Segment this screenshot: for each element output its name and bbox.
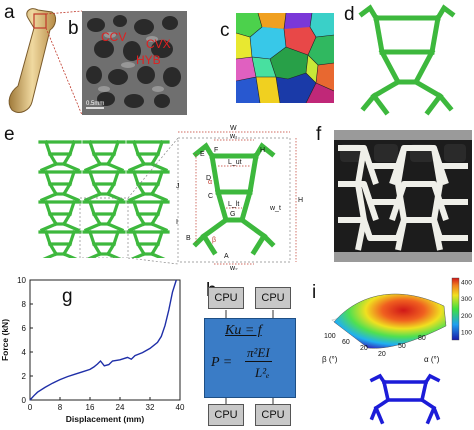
y-tick-label: 8 (22, 300, 27, 309)
sem-micrograph: 0.5mm (82, 11, 187, 115)
y-tick-label: 2 (22, 372, 27, 381)
dim-Llt: L_lt (228, 201, 239, 208)
alpha-axis-label: α (°) (424, 355, 440, 364)
alpha-tick-label: 20 (378, 351, 386, 358)
x-tick-label: 24 (116, 403, 125, 412)
panel-label-f: f (316, 124, 322, 145)
point-B: B (186, 235, 191, 242)
x-tick-label: 40 (176, 403, 185, 412)
alpha-tick-label: 50 (398, 343, 406, 350)
surface-mesh (333, 293, 447, 349)
panel-label-c: c (220, 20, 230, 41)
zoom-connector-e (127, 137, 179, 265)
dim-wt: w_t (269, 205, 281, 212)
point-F: F (214, 147, 218, 154)
point-A: A (224, 253, 229, 260)
point-C: C (208, 193, 213, 200)
equations-panel: Ku = f P = π²EI L²ₑ (204, 318, 296, 398)
sem-label-hyb: HYB (136, 53, 161, 67)
point-E: E (200, 151, 205, 158)
y-tick-label: 0 (22, 396, 27, 405)
point-I: I (176, 219, 178, 226)
dim-w1: w₁ (229, 133, 238, 140)
colorbar-tick-label: 100 (461, 330, 472, 337)
printed-lattice-photo (334, 130, 472, 262)
colorbar-tick-label: 400 (461, 279, 472, 286)
zoom-lines (45, 10, 83, 116)
cpu-top-left: CPU (208, 287, 244, 309)
angle-beta: β (212, 237, 216, 244)
annotated-unit-cell: W w₁ L_ut L_lt w₂ H w_t α β E D C G B A … (176, 125, 303, 270)
colorbar-tick-label: 200 (461, 313, 472, 320)
optimized-unit-cell (369, 373, 441, 425)
equation-buckling-den: L²ₑ (255, 365, 270, 380)
beta-axis-label: β (°) (322, 355, 338, 364)
panel-label-a: a (4, 2, 15, 23)
panel-label-i: i (312, 282, 317, 303)
equation-stiffness: Ku = f (225, 323, 262, 338)
sem-label-cvx: CVX (146, 37, 171, 51)
equation-buckling-num: π²EI (245, 345, 272, 362)
sem-scale-bar: 0.5mm (86, 101, 104, 107)
x-axis-label: Displacement (mm) (66, 414, 145, 424)
series-line (29, 279, 177, 401)
alpha-tick-label: 80 (418, 335, 426, 342)
beta-tick-label: 20 (360, 345, 368, 352)
dim-W: W (230, 125, 237, 132)
angle-alpha: α (208, 179, 212, 186)
point-H: H (260, 147, 265, 154)
femur-bone-illustration (8, 8, 57, 113)
point-J: J (176, 183, 180, 190)
equation-buckling-lhs: P = (211, 355, 233, 370)
point-G: G (230, 211, 235, 218)
dim-Lut: L_ut (228, 159, 242, 166)
y-tick-label: 10 (17, 276, 26, 285)
panel-label-g: g (62, 286, 73, 307)
point-D: D (206, 175, 211, 182)
dim-w2: w₂ (229, 265, 238, 270)
colorbar (451, 277, 460, 341)
beta-tick-label: 60 (342, 339, 350, 346)
x-tick-label: 0 (28, 403, 33, 412)
panel-label-d: d (344, 4, 355, 25)
panel-label-b: b (68, 18, 79, 39)
sem-label-ccv: CCV (101, 30, 127, 44)
cpu-top-right: CPU (255, 287, 291, 309)
cpu-bottom-left: CPU (208, 404, 244, 426)
y-tick-label: 6 (22, 324, 27, 333)
lattice-unit-cell (358, 4, 456, 116)
lattice-array (38, 140, 170, 258)
panel-label-e: e (4, 124, 15, 145)
colorbar-tick-label: 300 (461, 296, 472, 303)
x-tick-label: 16 (86, 403, 95, 412)
x-tick-label: 32 (146, 403, 155, 412)
surface-plot: 100 60 20 β (°) 20 50 80 α (°) 400 300 200 100 (322, 277, 472, 364)
beta-tick-label: 100 (324, 333, 336, 340)
dim-H: H (298, 197, 303, 204)
plot-frame (29, 279, 181, 401)
y-tick-label: 4 (22, 348, 27, 357)
cpu-bottom-right: CPU (255, 404, 291, 426)
y-axis-label: Force (kN) (0, 319, 10, 361)
voronoi-tessellation (236, 13, 334, 103)
x-tick-label: 8 (58, 403, 63, 412)
